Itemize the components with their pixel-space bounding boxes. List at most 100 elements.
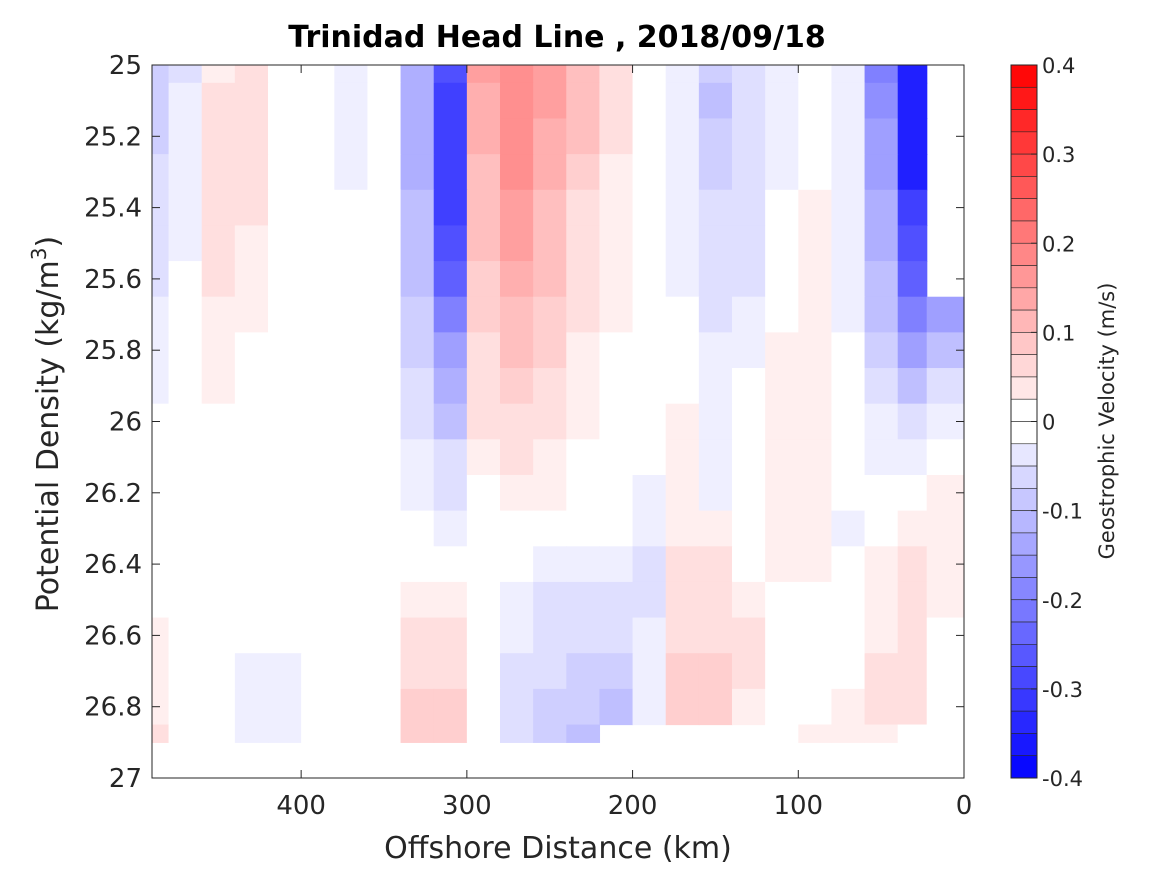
- heatmap-cell: [400, 118, 435, 155]
- heatmap-cell: [301, 118, 335, 155]
- colorbar-tick-label: -0.4: [1042, 767, 1083, 791]
- heatmap-cell: [268, 688, 302, 726]
- heatmap-cell: [831, 225, 866, 262]
- colorbar-band: [1010, 131, 1038, 155]
- heatmap-cell: [632, 225, 667, 262]
- heatmap-cell: [301, 653, 335, 690]
- heatmap-cell: [334, 581, 369, 619]
- heatmap-cell: [533, 296, 567, 333]
- heatmap-cell: [897, 724, 928, 743]
- heatmap-cell: [632, 581, 667, 619]
- heatmap-cell: [732, 546, 766, 583]
- heatmap-cell: [433, 332, 468, 369]
- heatmap-cell: [632, 617, 667, 654]
- heatmap-cell: [798, 510, 833, 547]
- heatmap-cell: [599, 617, 634, 654]
- heatmap-cell: [765, 154, 799, 191]
- heatmap-cell: [367, 474, 402, 512]
- heatmap-cell: [698, 261, 733, 298]
- heatmap-cell: [367, 332, 402, 369]
- heatmap-cell: [367, 581, 402, 619]
- heatmap-cell: [500, 296, 534, 333]
- heatmap-cell: [500, 332, 534, 369]
- heatmap-cell: [152, 225, 170, 262]
- heatmap-cell: [268, 581, 302, 619]
- heatmap-cell: [400, 581, 435, 619]
- heatmap-cell: [599, 439, 634, 476]
- heatmap-cell: [334, 261, 369, 298]
- heatmap-cell: [566, 261, 601, 298]
- heatmap-cell: [301, 510, 335, 547]
- heatmap-cell: [201, 546, 236, 583]
- heatmap-cell: [168, 154, 203, 191]
- heatmap-cell: [765, 617, 799, 654]
- heatmap-cell: [864, 189, 899, 227]
- heatmap-cell: [599, 332, 634, 369]
- heatmap-cell: [301, 617, 335, 654]
- heatmap-cell: [665, 510, 700, 547]
- y-tick-label: 25.8: [84, 336, 142, 366]
- heatmap-cell: [798, 439, 833, 476]
- heatmap-cell: [897, 368, 928, 405]
- heatmap-cell: [201, 261, 236, 298]
- heatmap-cell: [798, 332, 833, 369]
- heatmap-cell: [433, 296, 468, 333]
- chart-title: Trinidad Head Line , 2018/09/18: [288, 20, 825, 55]
- colorbar-tick-label: 0: [1042, 411, 1055, 435]
- heatmap-cell: [400, 82, 435, 120]
- heatmap-cell: [698, 617, 733, 654]
- heatmap-cell: [400, 474, 435, 512]
- heatmap-cell: [168, 403, 203, 440]
- heatmap-cell: [831, 653, 866, 690]
- heatmap-cell: [201, 653, 236, 690]
- heatmap-cell: [864, 261, 899, 298]
- heatmap-cell: [599, 546, 634, 583]
- heatmap-cell: [334, 368, 369, 405]
- heatmap-cell: [400, 688, 435, 726]
- heatmap-cell: [566, 368, 601, 405]
- heatmap-cell: [301, 581, 335, 619]
- heatmap-cell: [367, 617, 402, 654]
- heatmap-cell: [268, 189, 302, 227]
- heatmap-cell: [732, 225, 766, 262]
- heatmap-cell: [897, 474, 928, 512]
- heatmap-cell: [765, 581, 799, 619]
- heatmap-cell: [765, 510, 799, 547]
- heatmap-cell: [732, 617, 766, 654]
- heatmap-cell: [864, 65, 899, 84]
- heatmap-cell: [168, 510, 203, 547]
- colorbar-label: Geostrophic Velocity (m/s): [1095, 283, 1119, 560]
- heatmap-cell: [632, 65, 667, 84]
- heatmap-cell: [433, 439, 468, 476]
- heatmap-cell: [798, 189, 833, 227]
- heatmap-cell: [897, 617, 928, 654]
- heatmap-cell: [864, 225, 899, 262]
- heatmap-cell: [533, 225, 567, 262]
- heatmap-cell: [599, 225, 634, 262]
- heatmap-cell: [864, 546, 899, 583]
- heatmap-cell: [864, 510, 899, 547]
- heatmap-cell: [599, 189, 634, 227]
- heatmap-cell: [500, 724, 534, 743]
- x-axis-ticks: 400 300 200 100 0: [276, 65, 972, 821]
- heatmap-cell: [765, 403, 799, 440]
- colorbar-band: [1010, 176, 1038, 199]
- heatmap-cell: [500, 225, 534, 262]
- heatmap-cell: [533, 82, 567, 120]
- colorbar-band: [1010, 554, 1038, 578]
- heatmap-cell: [665, 118, 700, 155]
- heatmap-cell: [400, 724, 435, 743]
- heatmap-cell: [201, 225, 236, 262]
- heatmap-cell: [400, 296, 435, 333]
- heatmap-cell: [765, 65, 799, 84]
- heatmap-cell: [926, 581, 965, 619]
- heatmap-cell: [334, 225, 369, 262]
- y-axis-label-suffix: ): [31, 236, 66, 248]
- heatmap-cell: [831, 724, 866, 743]
- heatmap-cell: [732, 403, 766, 440]
- heatmap-cell: [334, 510, 369, 547]
- heatmap-cell: [698, 154, 733, 191]
- heatmap-cell: [864, 653, 899, 690]
- heatmap-cell: [268, 332, 302, 369]
